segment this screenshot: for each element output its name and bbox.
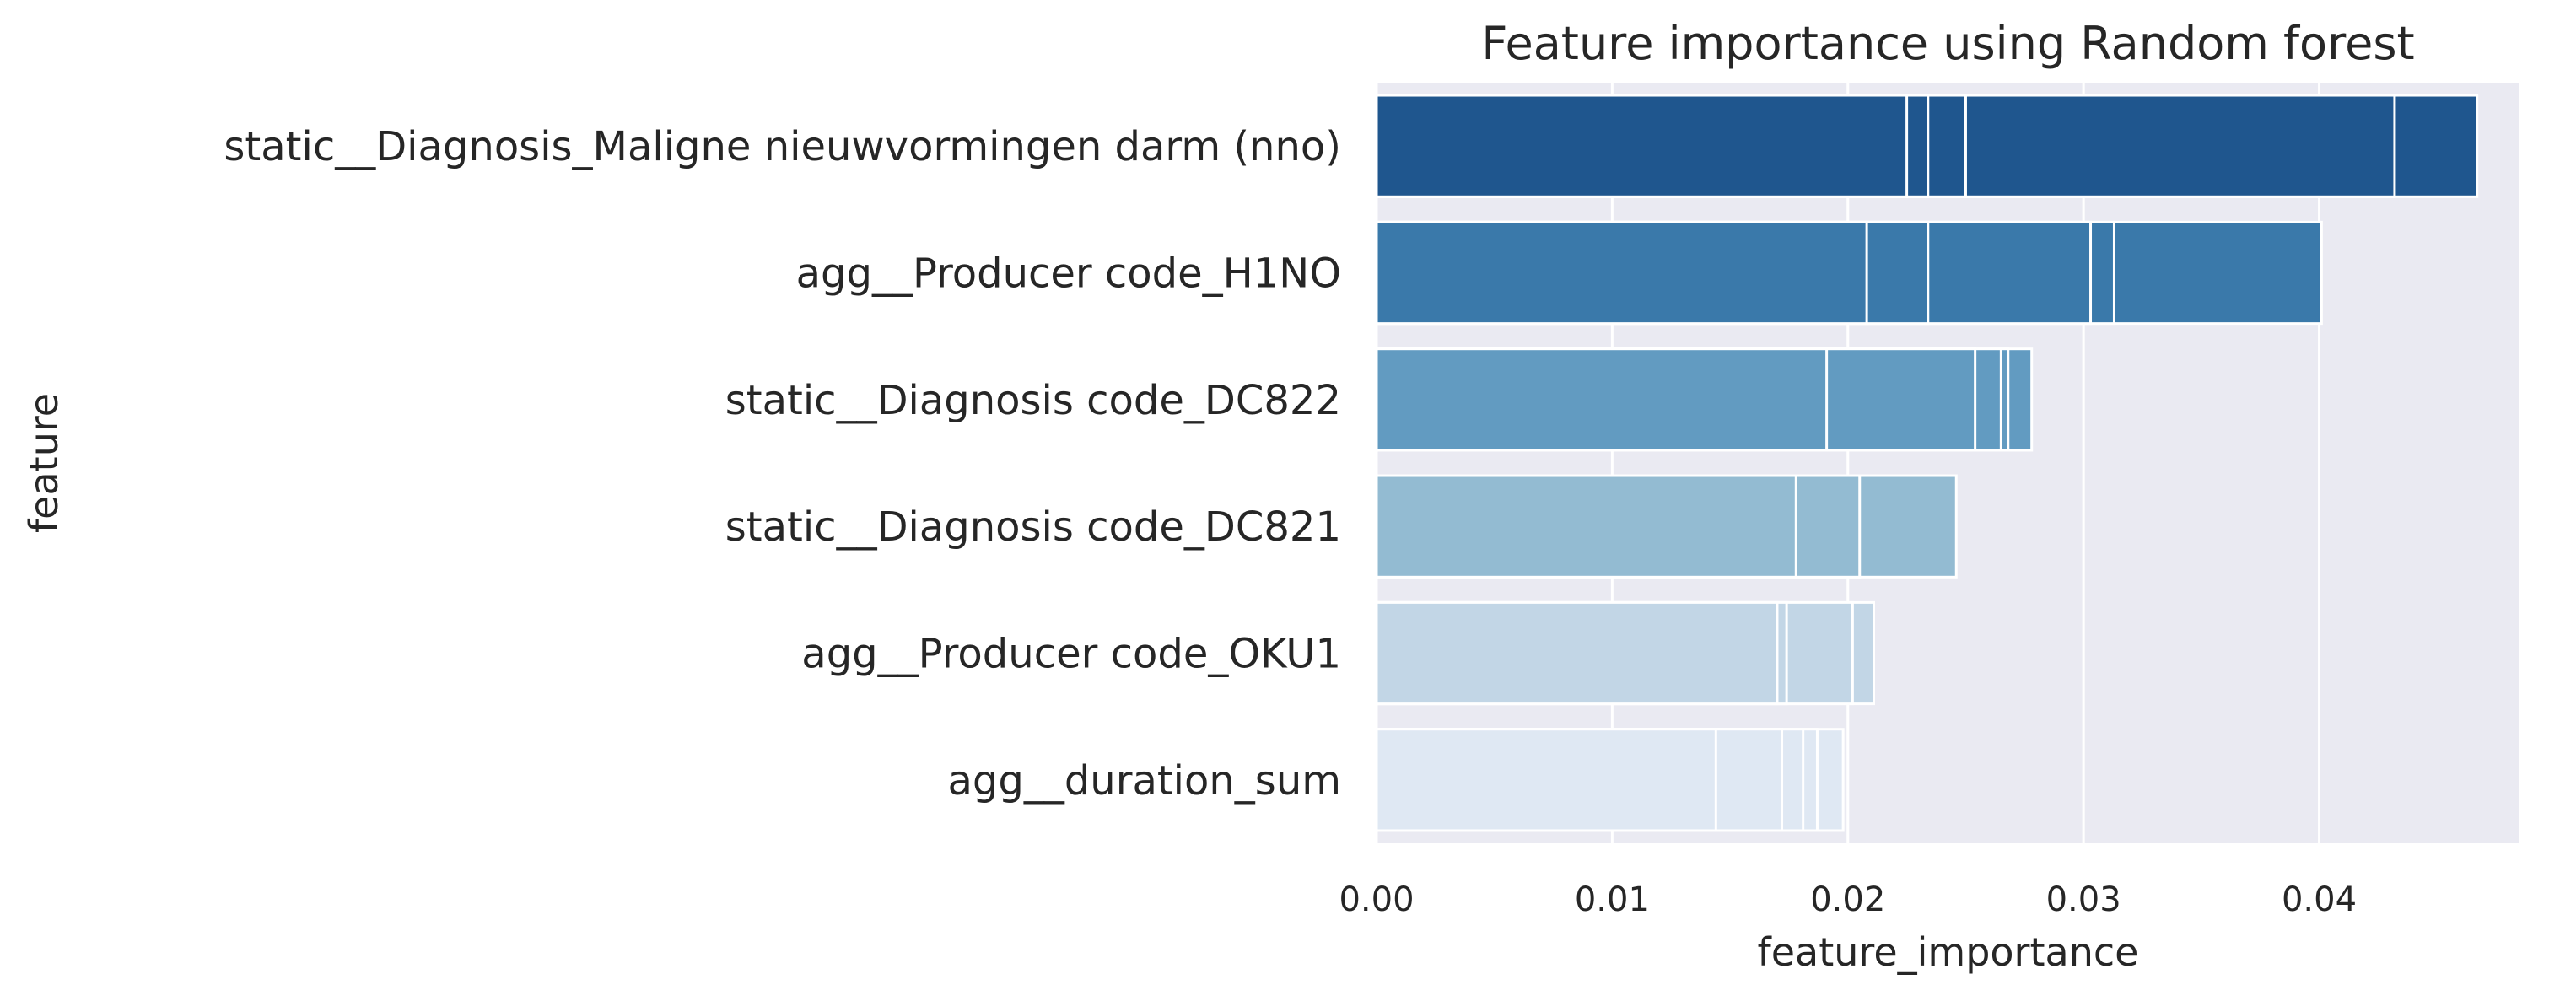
chart-title: Feature importance using Random forest <box>1481 17 2414 70</box>
y-tick-label: static__Diagnosis_Maligne nieuwvormingen… <box>224 123 1341 170</box>
y-axis-label: feature <box>21 393 67 533</box>
bar-segment <box>1375 474 1797 579</box>
y-tick-label: agg__duration_sum <box>947 757 1341 805</box>
x-tick-labels: 0.00 0.01 0.02 0.03 0.04 <box>1339 880 2357 919</box>
x-tick-label: 0.01 <box>1575 880 1650 919</box>
x-tick-label: 0.02 <box>1810 880 1885 919</box>
grid-lines <box>1375 83 2321 843</box>
y-tick-label: agg__Producer code_H1NO <box>796 250 1341 298</box>
y-tick-label: static__Diagnosis code_DC821 <box>725 503 1341 551</box>
plot-background <box>1377 83 2519 843</box>
bar-segment <box>1375 220 1868 326</box>
y-tick-label: agg__Producer code_OKU1 <box>801 631 1341 678</box>
x-axis-label: feature_importance <box>1758 929 2139 975</box>
x-tick-label: 0.00 <box>1339 880 1414 919</box>
y-tick-label: static__Diagnosis code_DC822 <box>725 377 1341 424</box>
bar-segment <box>1375 347 1829 452</box>
bar-segment <box>1375 728 1717 832</box>
x-tick-label: 0.03 <box>2046 880 2121 919</box>
bar-segment <box>1375 94 1909 198</box>
x-tick-label: 0.04 <box>2282 880 2357 919</box>
bars <box>1375 94 2479 832</box>
y-tick-labels: static__Diagnosis_Maligne nieuwvormingen… <box>224 123 1341 805</box>
bar-segment <box>1375 600 1779 706</box>
